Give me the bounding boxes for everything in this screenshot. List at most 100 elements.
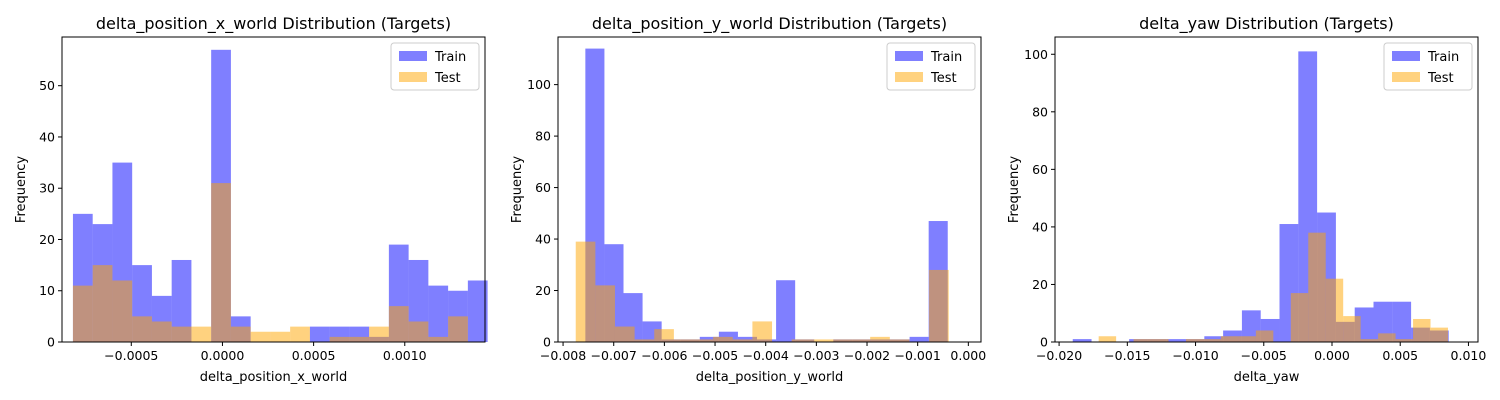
bar-test [889,339,910,342]
bar-train [467,280,488,342]
axes-frame [61,36,486,343]
bar-test [1290,293,1309,342]
y-tick-label: 40 [1032,219,1048,234]
bar-test [250,331,271,342]
x-tick-label: −0.003 [793,348,839,363]
series-test [575,241,949,342]
y-tick-label: 0 [543,335,551,350]
chart-panel-3: −0.020 −0.015 −0.010 −0.005 0.000 0.005 0.010 0… [1007,14,1486,385]
y-tick-label: 20 [1032,277,1048,292]
legend-swatch-train [399,51,427,61]
bar-train [1204,336,1224,342]
bar-train [171,259,192,342]
bar-test [1378,333,1396,342]
bar-test [575,241,596,342]
bar-train [776,280,796,342]
x-tick-label: 0.000 [950,348,986,363]
y-tick-label: 100 [527,77,551,92]
bar-test [112,280,133,342]
bar-test [388,306,409,342]
bar-test [132,316,152,342]
y-tick-label: 50 [39,78,55,93]
y-axis-label: Frequency [14,156,29,223]
x-tick-label: −0.005 [1241,348,1287,363]
x-tick-label: −0.020 [1036,348,1082,363]
bar-test [408,321,429,342]
legend: Train Test [886,42,976,91]
x-tick-label: −0.002 [844,348,890,363]
bar-test [191,326,212,342]
bar-test [230,326,251,342]
bar-test [752,321,773,342]
bar-test [713,336,733,342]
legend-label-test: Test [434,71,461,86]
legend-swatch-test [895,72,923,82]
bar-test [850,339,871,342]
x-tick-label: −0.0005 [104,348,158,363]
x-tick-label: 0.0000 [201,348,245,363]
bar-test [673,339,694,342]
bar-test [1325,278,1344,342]
x-axis-label: delta_yaw [1234,370,1300,385]
bar-test [171,326,192,342]
bar-test [830,339,851,342]
bar-test [614,326,635,342]
bar-test [1255,330,1274,342]
bar-train [1392,301,1412,342]
y-tick-label: 0 [1040,335,1048,350]
legend-swatch-train [1392,51,1420,61]
bar-test [211,183,231,342]
x-tick-label: −0.005 [692,348,738,363]
y-tick-label: 100 [1024,47,1048,62]
x-tick-label: 0.005 [1382,348,1418,363]
x-tick-label: −0.015 [1104,348,1150,363]
bar-test [1308,232,1326,342]
bar-train [1373,301,1393,342]
y-tick-label: 30 [39,181,55,196]
bar-train [309,326,330,342]
bar-test [290,326,310,342]
bar-test [1430,327,1448,342]
legend-swatch-train [895,51,923,61]
bar-test [595,285,615,342]
y-tick-label: 20 [39,232,55,247]
bar-train [428,285,449,342]
bar-train [1072,339,1092,342]
bar-test [1395,339,1414,342]
x-tick-label: −0.008 [540,348,586,363]
x-tick-label: −0.006 [641,348,687,363]
legend-label-train: Train [434,50,466,65]
bar-test [929,269,949,342]
bar-test [791,339,812,342]
series-test [1098,232,1448,342]
x-tick-label: −0.010 [1172,348,1218,363]
bar-test [732,339,753,342]
chart-panel-2: −0.008 −0.007 −0.006 −0.005 −0.004 −0.003 −0.0… [510,14,986,385]
y-tick-label: 60 [1032,162,1048,177]
bar-test [72,285,93,342]
axes-frame [1054,36,1479,343]
x-tick-label: 0.000 [1314,348,1350,363]
chart-panel-1: −0.0005 0.0000 0.0005 0.0010 0 10 20 30 40 50 delt… [14,14,488,385]
bar-test [1343,316,1361,342]
bar-test [1185,339,1204,342]
bar-train [1166,339,1186,342]
y-tick-label: 40 [39,129,55,144]
series-train [585,48,948,343]
y-axis-label: Frequency [1007,156,1022,223]
chart-title: delta_position_y_world Distribution (Tar… [592,14,947,34]
bar-test [1220,336,1239,342]
chart-title: delta_position_x_world Distribution (Tar… [96,14,451,34]
bar-test [1203,339,1221,342]
bar-test [1151,339,1169,342]
y-tick-label: 10 [39,283,55,298]
y-axis-label: Frequency [510,156,525,223]
bar-test [329,336,350,342]
x-tick-label: −0.004 [743,348,789,363]
x-tick-label: 0.010 [1451,348,1487,363]
series-train [1072,51,1449,343]
chart-title: delta_yaw Distribution (Targets) [1139,14,1394,34]
bar-test [349,336,370,342]
